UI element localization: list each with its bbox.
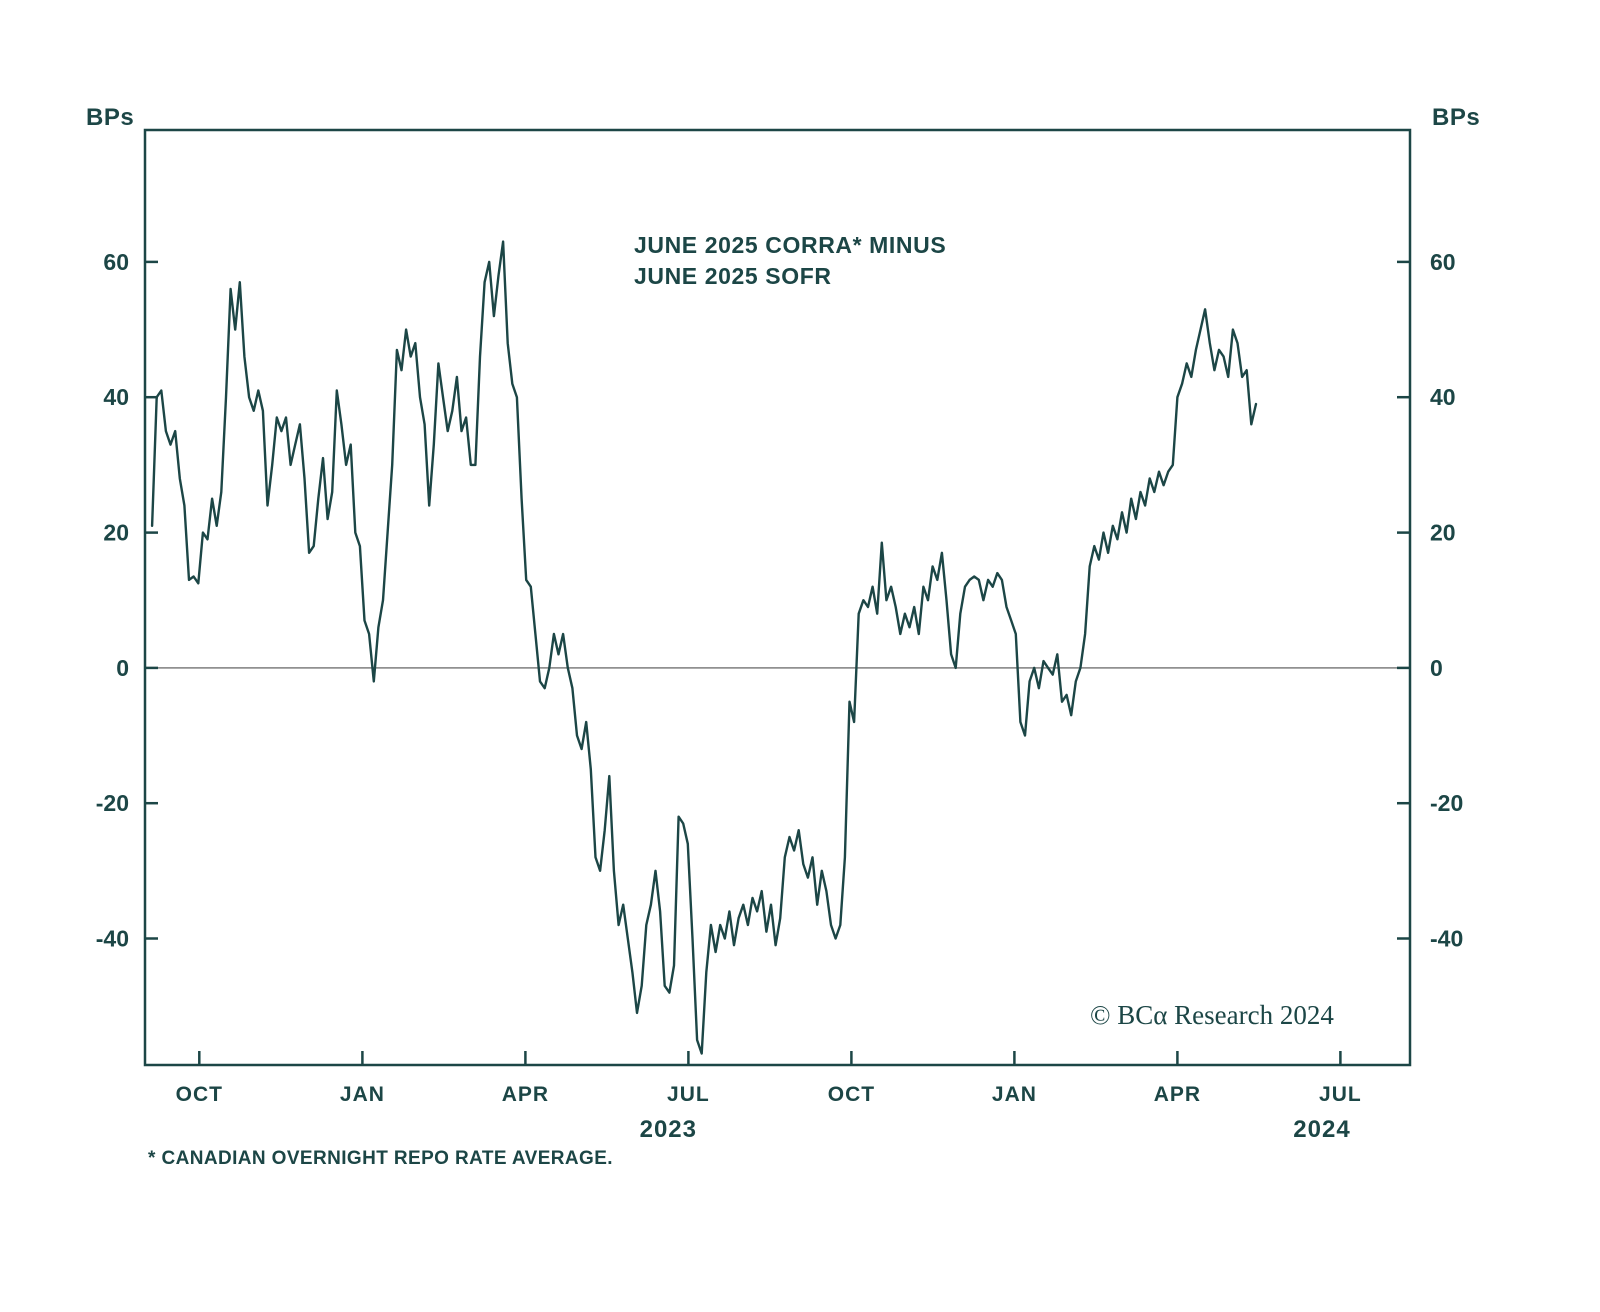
- x-tick-label: JUL: [667, 1083, 710, 1106]
- plot-frame: [143, 128, 1412, 1067]
- y-tick-label-right: 40: [1430, 384, 1456, 410]
- y-tick-label-left: 20: [103, 520, 129, 546]
- y-axis-unit-left: BPs: [86, 104, 135, 131]
- y-tick-label-left: 40: [103, 384, 129, 410]
- chart-footnote: * CANADIAN OVERNIGHT REPO RATE AVERAGE.: [148, 1148, 613, 1169]
- x-tick-label: OCT: [828, 1083, 875, 1106]
- y-tick-label-left: -40: [96, 926, 129, 952]
- x-tick-label: APR: [502, 1083, 549, 1106]
- y-axis-unit-right: BPs: [1432, 104, 1481, 131]
- y-tick-label-left: 0: [116, 655, 129, 681]
- y-tick-label-left: -20: [96, 790, 129, 816]
- x-tick-label: JUL: [1319, 1083, 1362, 1106]
- x-tick-label: APR: [1154, 1083, 1201, 1106]
- x-axis-year-label: 2023: [640, 1116, 697, 1143]
- y-tick-label-left: 60: [103, 249, 129, 275]
- chart-title-line2: JUNE 2025 SOFR: [634, 263, 832, 290]
- x-tick-label: JAN: [992, 1083, 1037, 1106]
- chart-title-line1: JUNE 2025 CORRA* MINUS: [634, 232, 947, 258]
- x-axis-year-label: 2024: [1293, 1116, 1350, 1143]
- y-tick-label-right: -20: [1430, 790, 1463, 816]
- x-tick-label: JAN: [340, 1083, 385, 1106]
- y-tick-label-right: 0: [1430, 655, 1443, 681]
- y-tick-label-right: 60: [1430, 249, 1456, 275]
- y-tick-label-right: -40: [1430, 926, 1463, 952]
- x-tick-label: OCT: [176, 1083, 223, 1106]
- copyright-notice: © BCα Research 2024: [1090, 1000, 1334, 1030]
- y-tick-label-right: 20: [1430, 520, 1456, 546]
- data-series-line: [150, 240, 1258, 1055]
- chart-title: JUNE 2025 CORRA* MINUS JUNE 2025 SOFR: [634, 230, 946, 292]
